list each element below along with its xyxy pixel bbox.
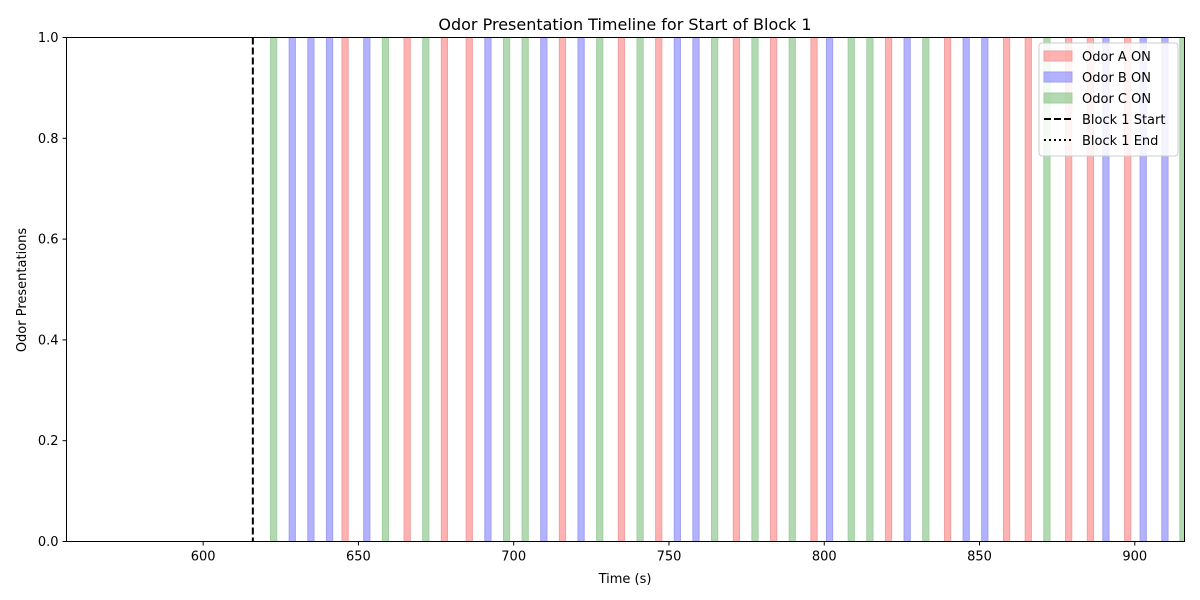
- legend-label: Odor B ON: [1082, 71, 1151, 86]
- x-tick-label: 900: [1122, 550, 1147, 565]
- x-tick-label: 800: [812, 550, 837, 565]
- legend-label: Block 1 Start: [1082, 113, 1165, 128]
- odor-a-bar: [655, 37, 663, 542]
- x-tick-label: 600: [191, 550, 216, 565]
- odor-c-bar: [270, 37, 278, 542]
- odor-a-bar: [1002, 37, 1011, 542]
- y-tick-label: 0.4: [38, 333, 59, 348]
- odor-a-bar: [558, 37, 567, 542]
- y-tick-label: 0.8: [38, 132, 59, 147]
- odor-c-bar: [922, 37, 930, 542]
- odor-c-bar: [381, 37, 390, 542]
- odor-b-bar: [903, 37, 911, 542]
- y-tick-label: 1.0: [38, 31, 59, 46]
- x-tick-label: 750: [657, 550, 682, 565]
- plot-frame: [66, 37, 1185, 542]
- odor-b-bar: [484, 37, 492, 542]
- odor-a-bar: [440, 37, 449, 542]
- x-axis-label: Time (s): [598, 572, 652, 587]
- chart-title: Odor Presentation Timeline for Start of …: [438, 15, 811, 34]
- legend-label: Block 1 End: [1082, 134, 1158, 149]
- legend: Odor A ON Odor B ON Odor C ON Block 1 Start…: [1038, 42, 1179, 157]
- odor-a-bar: [884, 37, 893, 542]
- odor-b-bar: [363, 37, 371, 542]
- odor-c-bar: [1179, 37, 1186, 542]
- legend-swatch: [1043, 92, 1073, 104]
- odor-c-bar: [788, 37, 796, 542]
- odor-b-bar: [577, 37, 585, 542]
- x-tick-label: 700: [501, 550, 526, 565]
- odor-a-bar: [341, 37, 349, 542]
- legend-swatch: [1043, 50, 1073, 62]
- legend-label: Odor C ON: [1082, 92, 1151, 107]
- odor-b-bar: [288, 37, 296, 542]
- y-tick-label: 0.2: [38, 434, 59, 449]
- odor-b-bar: [540, 37, 548, 542]
- odor-c-bar: [422, 37, 430, 542]
- odor-a-bar: [770, 37, 778, 542]
- odor-c-bar: [711, 37, 719, 542]
- odor-a-bar: [617, 37, 626, 542]
- y-tick-label: 0.0: [38, 535, 59, 550]
- odor-a-bar: [943, 37, 952, 542]
- odor-b-bar: [692, 37, 700, 542]
- x-tick-label: 850: [967, 550, 992, 565]
- y-tick-label: 0.6: [38, 233, 59, 248]
- legend-swatch: [1043, 71, 1073, 83]
- legend-box: [1038, 42, 1179, 157]
- odor-a-bar: [810, 37, 818, 542]
- x-tick-label: 650: [346, 550, 371, 565]
- odor-a-bar: [403, 37, 411, 542]
- odor-b-bar: [962, 37, 970, 542]
- odor-c-bar: [751, 37, 759, 542]
- y-axis: 0.0 0.2 0.4 0.6 0.8 1.0: [38, 31, 67, 550]
- odor-b-bar: [825, 37, 834, 542]
- odor-b-bar: [307, 37, 315, 542]
- odor-c-bar: [502, 37, 511, 542]
- odor-c-bar: [596, 37, 604, 542]
- odor-c-bar: [866, 37, 874, 542]
- odor-c-bar: [847, 37, 855, 542]
- x-axis: 600 650 700 750 800 850 900: [191, 541, 1147, 565]
- odor-a-bar: [1024, 37, 1032, 542]
- odor-a-bar: [465, 37, 473, 542]
- odor-c-bar: [636, 37, 644, 542]
- y-axis-label: Odor Presentations: [15, 228, 30, 353]
- odor-c-bar: [521, 37, 529, 542]
- legend-label: Odor A ON: [1082, 50, 1151, 65]
- odor-b-bar: [325, 37, 334, 542]
- odor-a-bar: [732, 37, 740, 542]
- odor-b-bar: [981, 37, 989, 542]
- odor-b-bar: [673, 37, 681, 542]
